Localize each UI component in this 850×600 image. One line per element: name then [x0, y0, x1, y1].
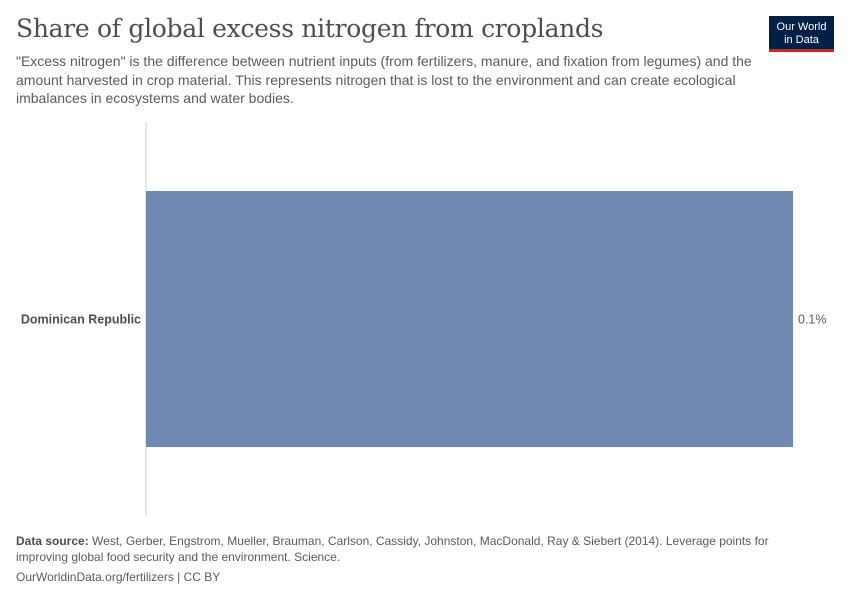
value-label: 0.1%	[798, 313, 827, 327]
bar-dominican-republic[interactable]	[146, 190, 793, 448]
category-label: Dominican Republic	[21, 313, 141, 327]
data-source-text: West, Gerber, Engstrom, Mueller, Brauman…	[16, 534, 769, 564]
chart-subtitle: "Excess nitrogen" is the difference betw…	[16, 53, 752, 106]
footer-url-link[interactable]: OurWorldinData.org/fertilizers | CC BY	[16, 570, 221, 584]
logo-line-2: in Data	[784, 33, 819, 46]
chart-title: Share of global excess nitrogen from cro…	[16, 14, 604, 43]
data-source-label: Data source:	[16, 534, 89, 548]
owid-logo[interactable]: Our World in Data	[769, 16, 834, 52]
logo-line-1: Our World	[776, 21, 827, 33]
data-source: Data source: West, Gerber, Engstrom, Mue…	[16, 533, 806, 565]
